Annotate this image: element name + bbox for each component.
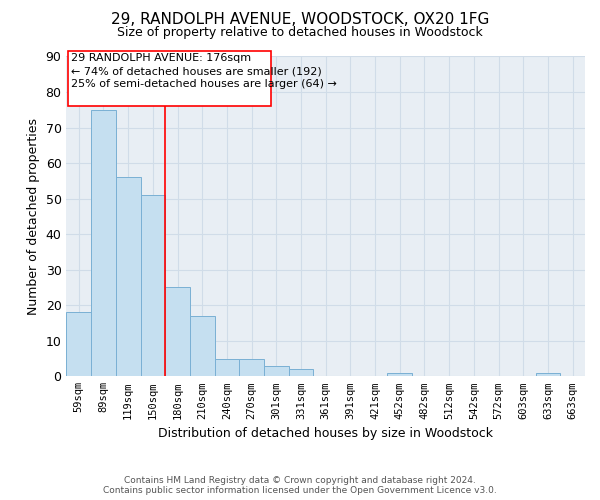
Bar [165,288,190,376]
Bar [215,358,239,376]
Bar [289,369,313,376]
Text: 29 RANDOLPH AVENUE: 176sqm: 29 RANDOLPH AVENUE: 176sqm [71,53,251,63]
Bar [190,316,215,376]
Bar [116,178,140,376]
Bar [91,110,116,376]
Bar [264,366,289,376]
Text: Contains HM Land Registry data © Crown copyright and database right 2024.
Contai: Contains HM Land Registry data © Crown c… [103,476,497,495]
Bar [239,358,264,376]
Bar [388,373,412,376]
Text: Size of property relative to detached houses in Woodstock: Size of property relative to detached ho… [117,26,483,39]
Text: ← 74% of detached houses are smaller (192): ← 74% of detached houses are smaller (19… [71,66,322,76]
Bar [67,312,91,376]
FancyBboxPatch shape [68,51,271,106]
Bar [536,373,560,376]
Text: 29, RANDOLPH AVENUE, WOODSTOCK, OX20 1FG: 29, RANDOLPH AVENUE, WOODSTOCK, OX20 1FG [111,12,489,28]
Text: 25% of semi-detached houses are larger (64) →: 25% of semi-detached houses are larger (… [71,79,337,89]
X-axis label: Distribution of detached houses by size in Woodstock: Distribution of detached houses by size … [158,427,493,440]
Y-axis label: Number of detached properties: Number of detached properties [27,118,40,315]
Bar [140,195,165,376]
